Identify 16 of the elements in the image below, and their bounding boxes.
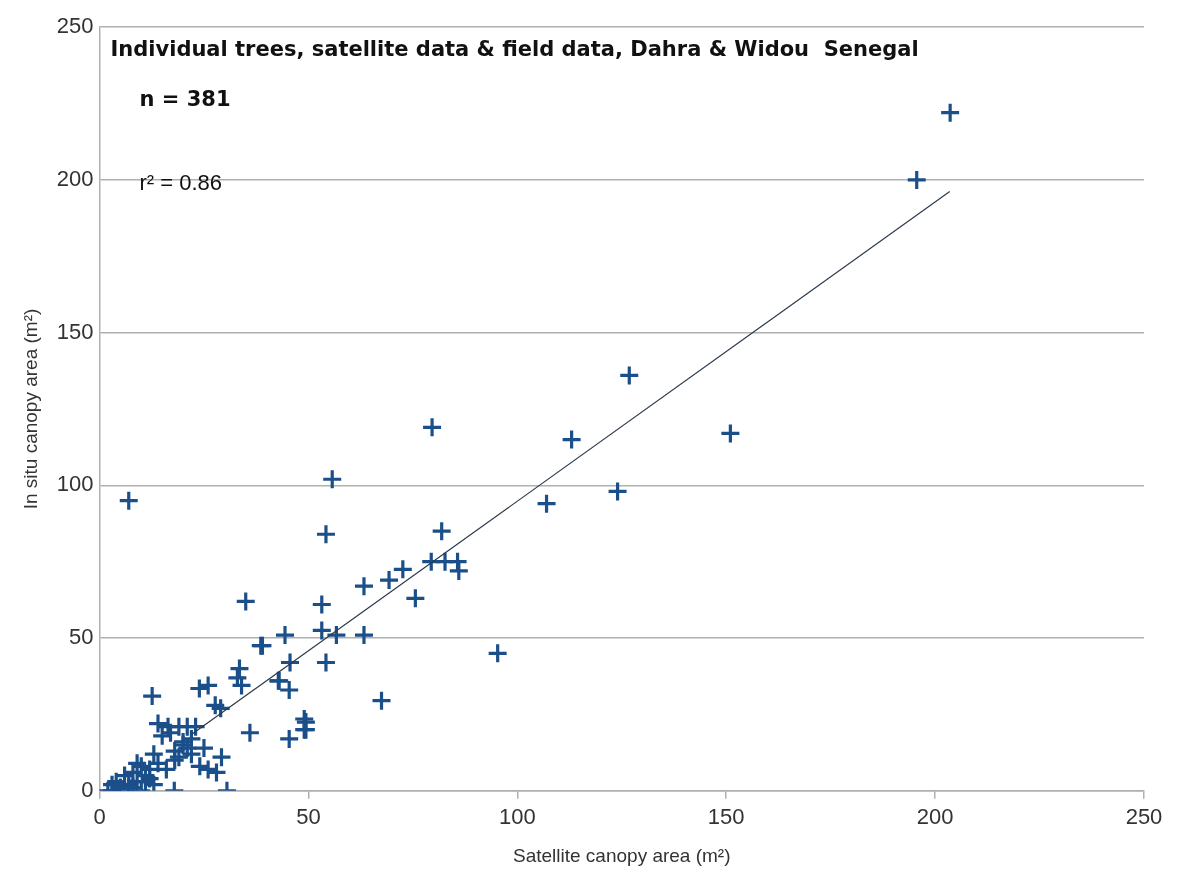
annotation: n = 381 (139, 86, 231, 111)
y-axis-title: In situ canopy area (m²) (19, 308, 41, 510)
x-axis-title: Satellite canopy area (m²) (512, 844, 731, 866)
annotation: r² = 0.86 (139, 170, 223, 196)
y-tick-label: 100 (56, 471, 94, 497)
x-tick-label: 200 (916, 804, 954, 830)
y-tick-label: 150 (56, 318, 94, 344)
y-tick-label: 200 (56, 165, 94, 191)
y-tick-label: 250 (56, 13, 94, 39)
x-tick-label: 150 (707, 804, 745, 830)
y-tick-label: 50 (69, 624, 94, 650)
y-tick-label: 0 (81, 776, 94, 802)
x-tick-label: 100 (498, 804, 536, 830)
text: Individual trees, satellite data & field data, Dahra & Widou Senegal (110, 36, 919, 61)
x-tick-label: 250 (1125, 804, 1163, 830)
x-tick-label: 50 (296, 804, 321, 830)
